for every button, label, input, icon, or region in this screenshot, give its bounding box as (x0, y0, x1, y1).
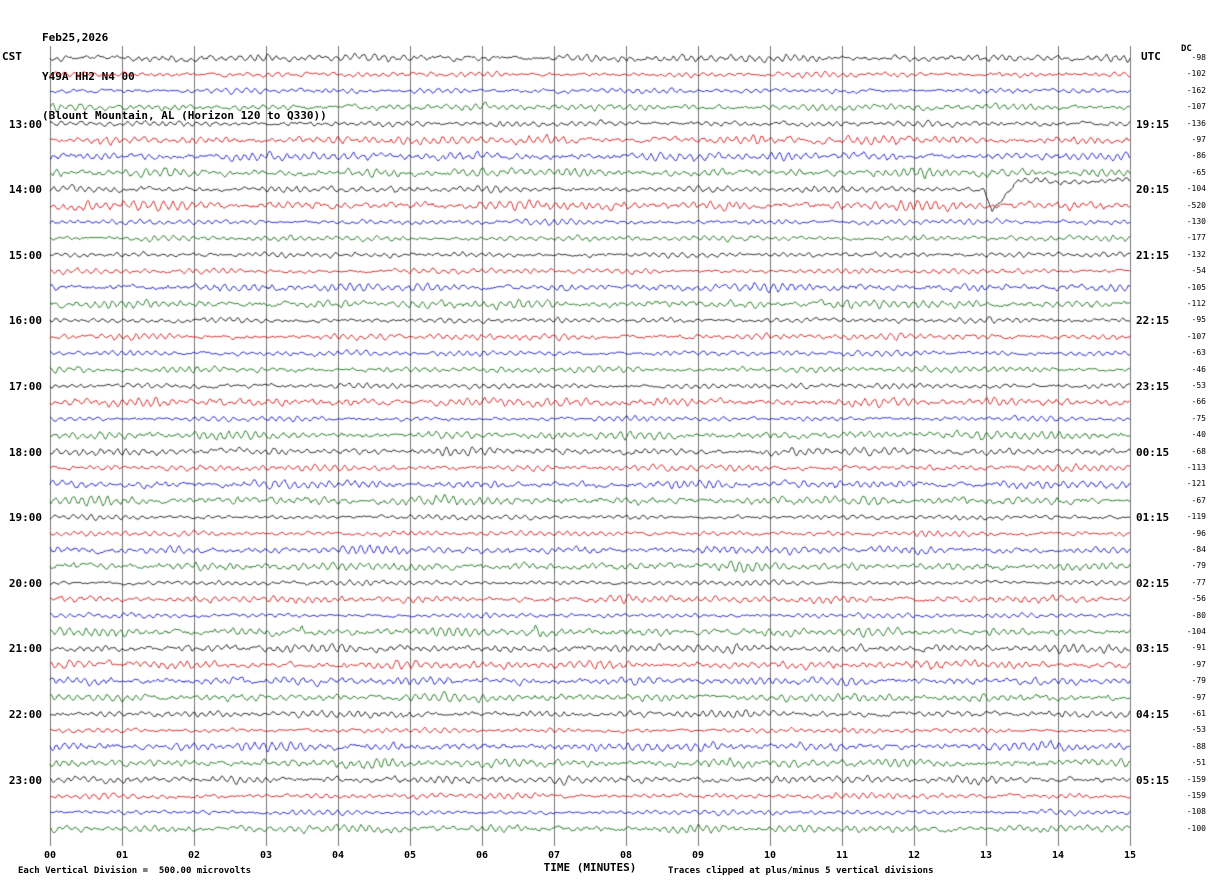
x-tick-label: 11 (835, 850, 849, 861)
x-tick-label: 00 (43, 850, 57, 861)
dc-value: -104 (1186, 184, 1206, 194)
dc-value: -102 (1186, 69, 1206, 79)
footer-clip-note: Traces clipped at plus/minus 5 vertical … (668, 866, 934, 876)
x-tick-label: 10 (763, 850, 777, 861)
left-time-label: 22:00 (8, 708, 42, 721)
dc-value: -68 (1191, 446, 1206, 456)
left-time-label: 21:00 (8, 642, 42, 656)
dc-value: -77 (1191, 577, 1206, 587)
dc-value: -108 (1186, 807, 1206, 817)
dc-value: -97 (1191, 135, 1206, 144)
x-tick-label: 03 (259, 850, 273, 861)
x-tick-label: 06 (475, 850, 489, 861)
x-tick-label: 13 (979, 850, 993, 861)
dc-value: -80 (1191, 610, 1206, 620)
left-time-label: 23:00 (8, 773, 42, 787)
right-time-label: 00:15 (1136, 445, 1170, 459)
dc-value: -54 (1191, 266, 1206, 276)
dc-value: -177 (1186, 233, 1206, 243)
x-tick-label: 07 (547, 850, 561, 861)
dc-value: -53 (1191, 725, 1206, 735)
dc-value: -79 (1191, 676, 1206, 686)
dc-value: -53 (1191, 381, 1206, 390)
dc-value: -84 (1191, 545, 1206, 554)
dc-value: -107 (1186, 331, 1206, 341)
left-time-label: 17:00 (8, 380, 42, 393)
dc-value: -98 (1191, 53, 1206, 62)
left-time-label: 15:00 (8, 248, 42, 262)
right-time-label: 20:15 (1136, 183, 1170, 197)
dc-value: -119 (1186, 512, 1206, 522)
dc-value: -56 (1191, 594, 1206, 604)
x-tick-label: 12 (907, 850, 921, 861)
dc-value: -97 (1191, 659, 1206, 669)
dc-value: -88 (1191, 741, 1206, 751)
left-time-label: 13:00 (8, 117, 42, 131)
dc-value: -51 (1191, 758, 1206, 768)
dc-value: -107 (1186, 102, 1206, 112)
dc-value: -132 (1186, 249, 1206, 259)
x-tick-label: 09 (691, 850, 705, 861)
dc-value: -159 (1186, 774, 1206, 784)
dc-value: -63 (1191, 348, 1206, 358)
dc-value: -46 (1191, 364, 1206, 374)
dc-value: -130 (1186, 217, 1206, 226)
x-tick-label: 02 (187, 850, 201, 861)
dc-value: -112 (1186, 299, 1206, 308)
right-time-label: 21:15 (1136, 248, 1170, 262)
dc-value: -65 (1191, 167, 1206, 177)
x-tick-label: 01 (115, 850, 129, 861)
dc-value: -113 (1186, 463, 1206, 472)
left-time-label: 14:00 (8, 183, 42, 197)
dc-value: -136 (1186, 118, 1206, 128)
x-tick-label: 08 (619, 850, 633, 861)
dc-value: -97 (1191, 692, 1206, 702)
left-time-label: 16:00 (8, 314, 42, 328)
right-time-label: 23:15 (1136, 380, 1170, 393)
x-tick-label: 15 (1123, 850, 1137, 861)
left-time-label: 20:00 (8, 576, 42, 590)
left-time-label: 19:00 (8, 511, 42, 525)
dc-value: -61 (1191, 709, 1206, 718)
right-time-label: 03:15 (1136, 642, 1170, 656)
left-time-label: 18:00 (8, 445, 42, 459)
right-time-label: 22:15 (1136, 314, 1170, 328)
dc-value: -40 (1191, 430, 1206, 440)
dc-value: -96 (1191, 528, 1206, 538)
dc-value: -75 (1191, 413, 1206, 423)
dc-value: -100 (1186, 823, 1206, 833)
x-tick-label: 14 (1051, 850, 1065, 861)
right-time-label: 01:15 (1136, 511, 1170, 525)
dc-value: -67 (1191, 495, 1206, 505)
dc-value: -104 (1186, 627, 1206, 636)
dc-value: -159 (1186, 791, 1206, 800)
x-tick-label: 05 (403, 850, 417, 861)
dc-value: -86 (1191, 151, 1206, 161)
dc-value: -66 (1191, 397, 1206, 407)
right-time-label: 05:15 (1136, 773, 1170, 787)
dc-value: -121 (1186, 479, 1206, 489)
right-time-label: 19:15 (1136, 117, 1170, 131)
right-time-label: 04:15 (1136, 708, 1170, 721)
dc-value: -91 (1191, 643, 1206, 653)
x-axis-label: TIME (MINUTES) (543, 861, 637, 874)
dc-value: -79 (1191, 561, 1206, 571)
footer-scale-note: Each Vertical Division = 500.00 microvol… (18, 866, 251, 876)
right-time-label: 02:15 (1136, 576, 1170, 590)
x-tick-label: 04 (331, 850, 345, 861)
dc-value: -95 (1191, 315, 1206, 325)
dc-value: -520 (1186, 200, 1206, 210)
dc-value: -162 (1186, 85, 1206, 95)
dc-value: -105 (1186, 282, 1206, 292)
